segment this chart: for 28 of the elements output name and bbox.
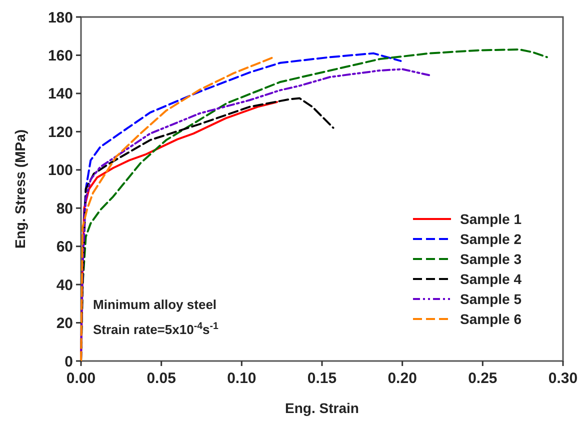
y-tick-label: 40 [56,276,73,294]
line-series [80,56,275,362]
legend-label: Sample 4 [460,270,522,287]
x-tick-label: 0.00 [66,370,96,387]
x-tick-label: 0.20 [388,370,417,387]
y-tick-label: 20 [56,315,73,332]
y-tick-label: 80 [56,200,73,218]
legend-label: Sample 2 [460,230,522,247]
x-tick-label: 0.05 [146,370,176,387]
legend-label: Sample 6 [460,310,522,327]
y-tick-label: 140 [48,86,73,103]
x-axis-title: Eng. Strain [285,400,359,416]
y-tick-label: 160 [48,47,73,64]
annotation: Minimum alloy steel [93,297,217,312]
y-tick-label: 0 [64,353,73,370]
legend-label: Sample 3 [460,250,522,267]
legend-label: Sample 1 [460,210,522,227]
y-tick-label: 60 [56,238,73,256]
legend-label: Sample 5 [460,290,522,307]
x-tick-label: 0.30 [548,370,578,387]
y-axis-title: Eng. Stress (MPa) [12,129,28,249]
x-tick-label: 0.10 [227,370,256,387]
x-tick-label: 0.25 [468,370,498,387]
annotation: Strain rate=5x10$^{-4}$s$^{-1}$ [93,320,219,337]
y-tick-label: 120 [48,124,73,141]
x-tick-label: 0.15 [307,370,337,387]
y-tick-label: 100 [48,162,73,180]
y-tick-label: 180 [48,9,73,26]
